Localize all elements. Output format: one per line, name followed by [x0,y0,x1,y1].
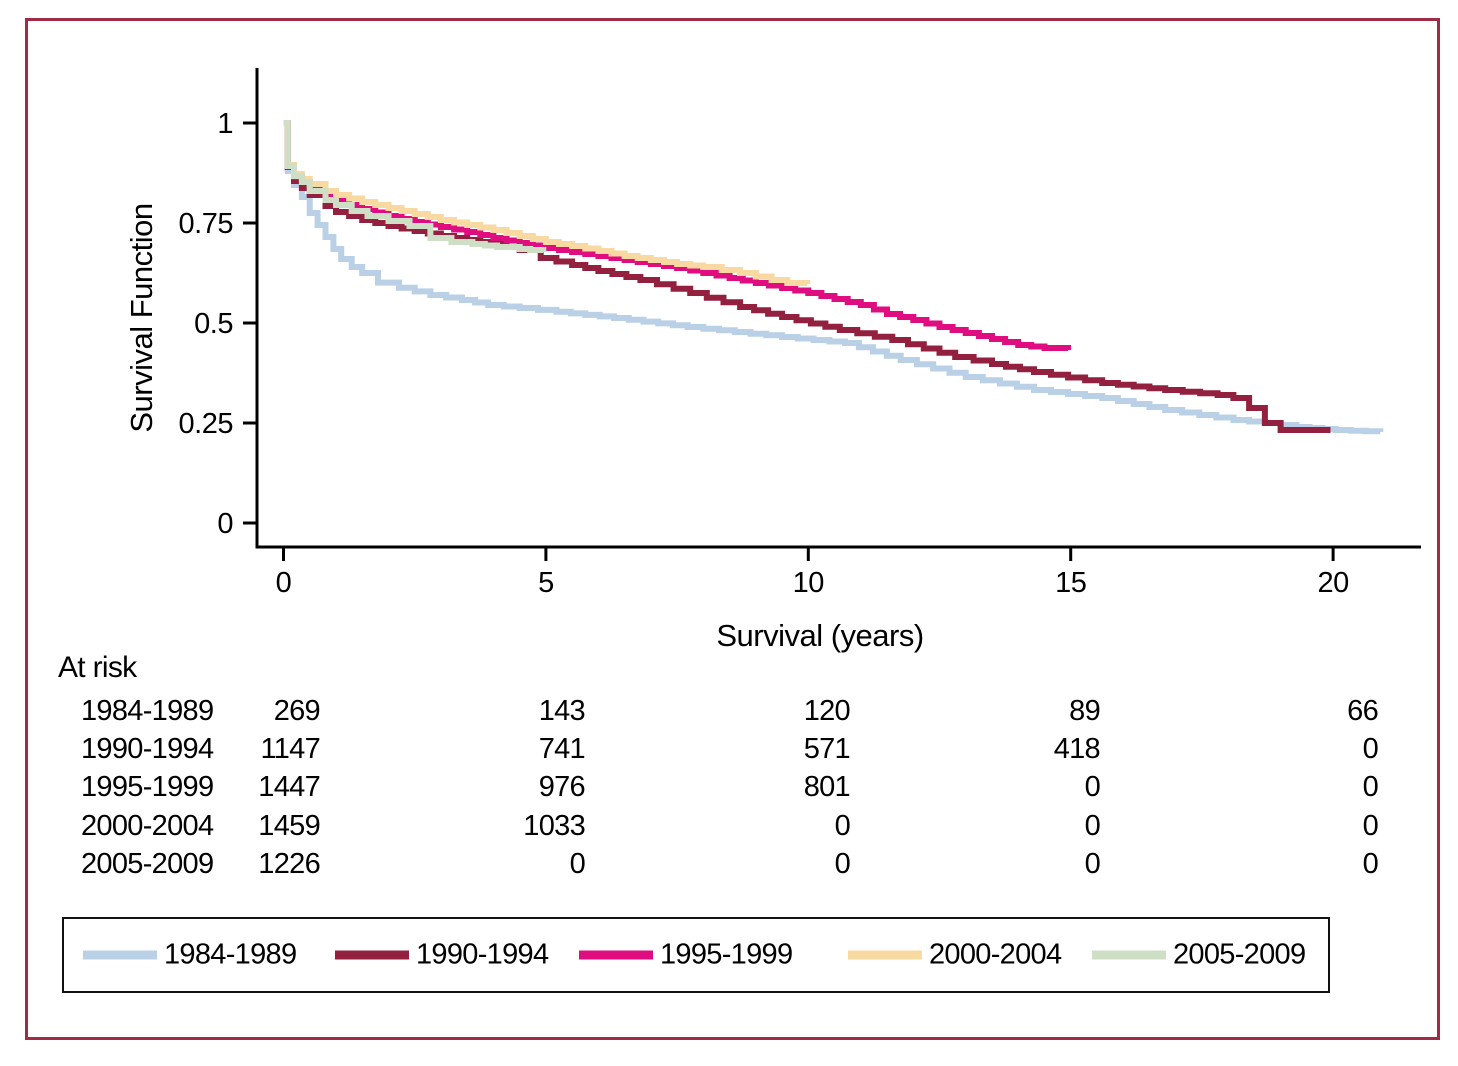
curve-2005-2009 [283,120,547,253]
legend-swatch [1092,950,1166,960]
risk-value: 0 [1362,771,1379,803]
risk-value: 66 [1347,695,1379,727]
risk-value: 0 [1084,848,1101,880]
legend-item-2005-2009: 2005-2009 [1092,938,1306,972]
x-tick-label: 5 [538,567,554,599]
risk-value: 0 [834,848,851,880]
legend-item-1990-1994: 1990-1994 [335,938,549,972]
figure-border [25,18,1440,1040]
risk-value: 0 [1362,733,1379,765]
risk-row-label: 1984-1989 [81,695,214,727]
y-axis-title: Survival Function [124,203,159,432]
risk-value: 418 [1053,733,1101,765]
legend-swatch [83,950,157,960]
legend-item-1984-1989: 1984-1989 [83,938,297,972]
risk-value: 120 [803,695,851,727]
risk-value: 0 [1084,771,1101,803]
y-tick-label: 0 [217,508,233,540]
y-tick-label: 0.75 [179,208,233,240]
y-tick-label: 0.25 [179,408,233,440]
curve-1995-1999 [283,120,1072,351]
risk-value: 0 [1362,810,1379,842]
curve-1984-1989 [283,120,1384,435]
risk-value: 0 [1362,848,1379,880]
curve-1990-1994 [283,120,1331,433]
risk-value: 0 [569,848,586,880]
legend: 1984-1989 1990-1994 1995-1999 2000-2004 2005… [62,917,1330,993]
y-tick-label: 0.5 [194,308,233,340]
legend-swatch [848,950,922,960]
x-tick-label: 0 [276,567,292,599]
risk-row-label: 1995-1999 [81,771,214,803]
risk-value: 0 [1084,810,1101,842]
risk-value: 976 [538,771,586,803]
legend-label: 2005-2009 [1173,938,1306,971]
risk-value: 0 [834,810,851,842]
legend-label: 1990-1994 [416,938,549,971]
risk-value: 801 [803,771,851,803]
risk-value: 1447 [258,771,320,803]
legend-label: 2000-2004 [929,938,1062,971]
survival-curves [283,120,1384,435]
legend-swatch [335,950,409,960]
at-risk-title: At risk [58,651,137,684]
x-tick-label: 10 [793,567,824,599]
y-tick-label: 1 [217,108,233,140]
legend-swatch [579,950,653,960]
risk-value: 741 [538,733,586,765]
risk-value: 1459 [258,810,320,842]
curve-2000-2004 [283,120,811,286]
x-tick-label: 15 [1055,567,1086,599]
risk-value: 571 [803,733,851,765]
risk-value: 1147 [260,733,320,765]
legend-label: 1984-1989 [164,938,297,971]
risk-value: 143 [538,695,586,727]
x-axis-title: Survival (years) [716,618,923,653]
risk-value: 269 [273,695,321,727]
risk-row-label: 2005-2009 [81,848,214,880]
risk-row-label: 1990-1994 [81,733,214,765]
risk-row-label: 2000-2004 [81,810,214,842]
risk-value: 1033 [523,810,585,842]
legend-item-2000-2004: 2000-2004 [848,938,1062,972]
risk-value: 89 [1069,695,1101,727]
legend-item-1995-1999: 1995-1999 [579,938,793,972]
risk-value: 1226 [258,848,320,880]
x-tick-label: 20 [1317,567,1348,599]
legend-label: 1995-1999 [660,938,793,971]
